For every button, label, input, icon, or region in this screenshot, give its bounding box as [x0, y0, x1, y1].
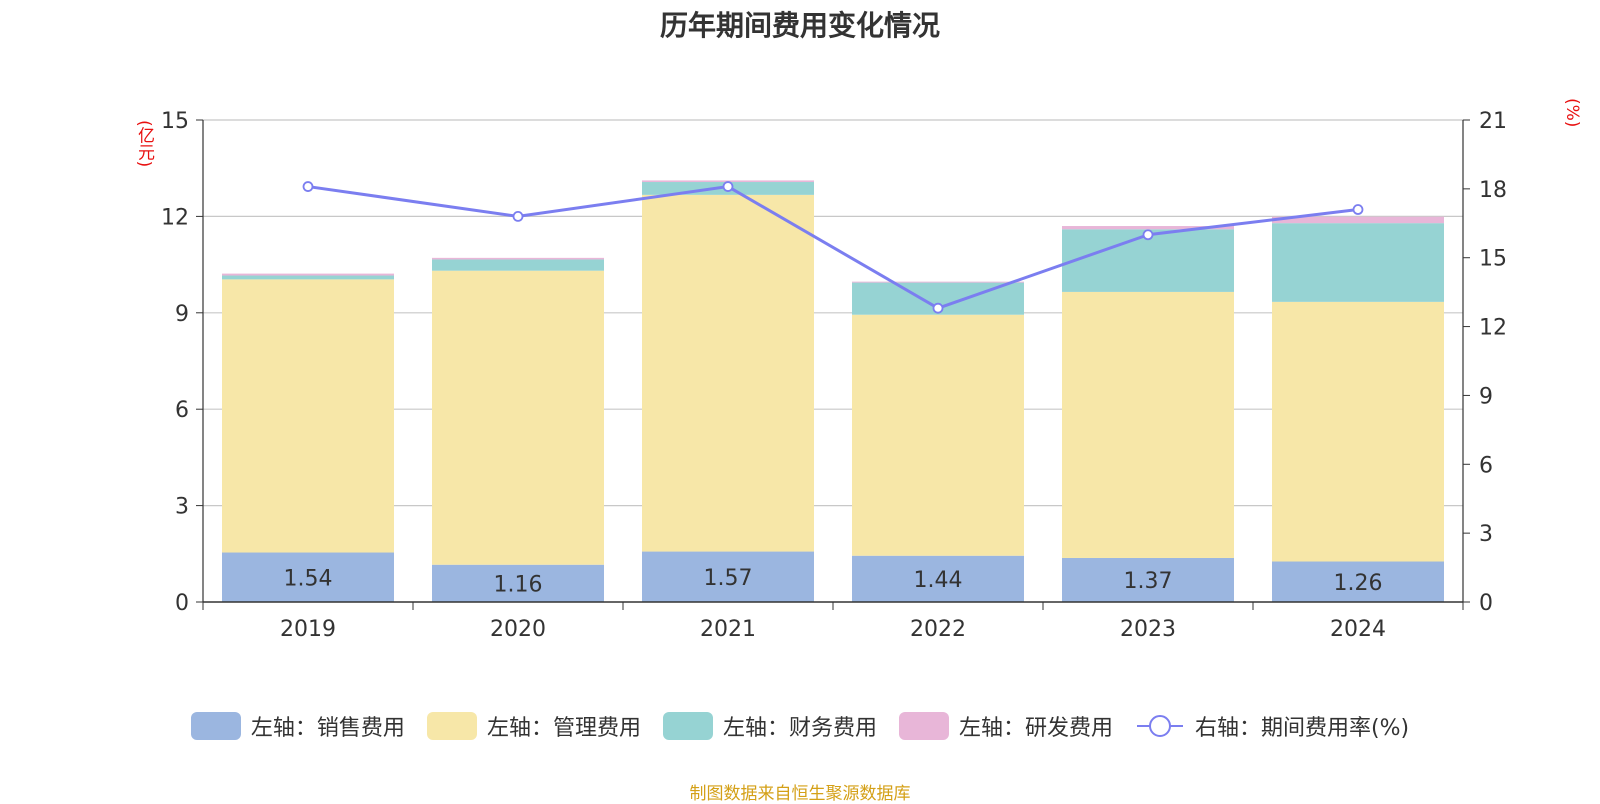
bar-segment — [642, 194, 814, 552]
bar-segment — [432, 564, 604, 602]
bar-segment — [432, 257, 604, 260]
legend-label-sales: 左轴：销售费用 — [250, 716, 405, 741]
bar-segment — [1062, 557, 1234, 602]
chart-plot: 0 3 6 9 12 15 0 3 6 9 12 15 18 21 1.54 1.16 1.57 1.44 1.37… — [161, 109, 1507, 642]
legend-swatch-rate — [1136, 715, 1183, 737]
left-axis-tick-label: 12 — [161, 205, 189, 230]
x-axis-tick-label: 2022 — [910, 617, 966, 642]
legend-swatch-admin — [426, 712, 477, 740]
legend-label-finance: 左轴：财务费用 — [722, 716, 877, 741]
left-axis-tick-label: 3 — [175, 495, 189, 520]
left-axis-tick-label: 0 — [175, 591, 189, 616]
x-axis-tick-label: 2024 — [1330, 617, 1386, 642]
bar-segment — [222, 279, 394, 553]
bar-data-label: 1.16 — [494, 572, 543, 597]
x-axis-tick-label: 2019 — [280, 617, 336, 642]
legend-item-rnd[interactable]: 左轴：研发费用 — [898, 710, 1113, 742]
bar-data-label: 1.54 — [284, 566, 333, 591]
rate-point — [1142, 229, 1154, 241]
bar-segment — [642, 551, 814, 602]
bar-data-label: 1.44 — [914, 568, 963, 593]
legend-label-admin: 左轴：管理费用 — [486, 716, 641, 741]
legend-swatch-finance — [662, 712, 713, 740]
legend-item-admin[interactable]: 左轴：管理费用 — [426, 710, 641, 742]
legend-item-sales[interactable]: 左轴：销售费用 — [190, 710, 405, 742]
legend-item-rate[interactable]: 右轴：期间费用率(%) — [1135, 710, 1409, 742]
rate-point — [1352, 204, 1364, 215]
bar-segment — [852, 314, 1024, 556]
left-axis-tick-label: 6 — [175, 398, 189, 423]
left-axis-tick-label: 9 — [175, 302, 189, 327]
bar-segment — [1272, 301, 1444, 562]
rate-point — [302, 181, 314, 192]
bar-segment — [852, 555, 1024, 602]
x-axis-tick-label: 2023 — [1120, 617, 1176, 642]
chart-title: 历年期间费用变化情况 — [659, 9, 940, 42]
right-axis-tick-label: 15 — [1479, 247, 1507, 272]
legend-swatch-sales — [190, 712, 241, 740]
bar-segment — [1272, 216, 1444, 224]
legend-label-rate: 右轴：期间费用率(%) — [1194, 716, 1410, 741]
bar-segment — [222, 275, 394, 280]
legend-item-finance[interactable]: 左轴：财务费用 — [662, 710, 877, 742]
bar-segment — [432, 270, 604, 565]
bar-segment — [222, 552, 394, 602]
right-axis-tick-label: 12 — [1479, 316, 1507, 341]
right-axis-unit: (%) — [1562, 98, 1582, 128]
right-axis-tick-label: 18 — [1479, 178, 1507, 203]
right-axis-tick-label: 0 — [1479, 591, 1493, 616]
x-axis-tick-label: 2021 — [700, 617, 756, 642]
bar-data-label: 1.57 — [704, 566, 753, 591]
rate-point — [722, 181, 734, 192]
bar-segment — [852, 281, 1024, 283]
bar-segment — [1062, 226, 1234, 230]
data-source-note: 制图数据来自恒生聚源数据库 — [689, 784, 911, 804]
right-axis-tick-label: 3 — [1479, 522, 1493, 547]
left-axis-unit: (亿元) — [134, 120, 154, 168]
x-axis-tick-label: 2020 — [490, 617, 546, 642]
legend-swatch-rnd — [898, 712, 949, 740]
right-axis-tick-label: 9 — [1479, 384, 1493, 409]
legend: 左轴：销售费用 左轴：管理费用 左轴：财务费用 左轴：研发费用 右轴：期间费用率… — [0, 710, 1600, 742]
bar-segment — [222, 273, 394, 276]
rate-point — [512, 210, 524, 222]
legend-label-rnd: 左轴：研发费用 — [958, 716, 1113, 741]
rate-line — [307, 185, 1359, 310]
bar-segment — [1272, 561, 1444, 602]
bar-data-label: 1.37 — [1124, 569, 1173, 594]
bar-segment — [1272, 223, 1444, 302]
right-axis-tick-label: 21 — [1479, 109, 1507, 134]
bar-data-label: 1.26 — [1334, 571, 1383, 596]
right-axis-tick-label: 6 — [1479, 453, 1493, 478]
rate-point — [932, 302, 944, 314]
bar-segment — [432, 259, 604, 271]
left-axis-tick-label: 15 — [161, 109, 189, 134]
bar-segment — [1062, 291, 1234, 558]
